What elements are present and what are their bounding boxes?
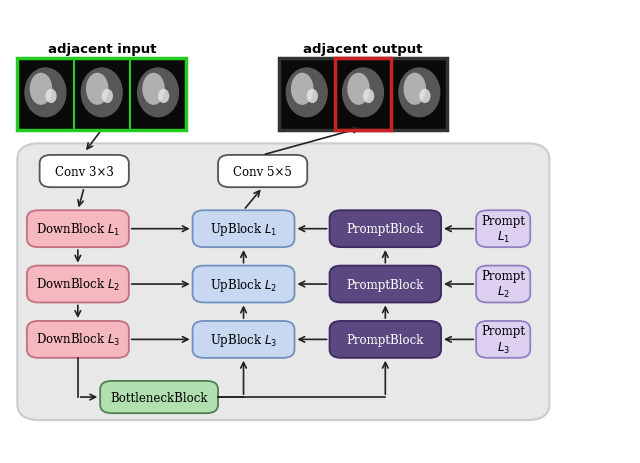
FancyBboxPatch shape: [476, 266, 531, 303]
Ellipse shape: [348, 74, 370, 106]
Bar: [391, 59, 447, 130]
Bar: [278, 59, 447, 130]
Ellipse shape: [29, 74, 52, 106]
Bar: [278, 59, 335, 130]
FancyBboxPatch shape: [330, 321, 441, 358]
Bar: [335, 59, 391, 130]
Text: PromptBlock: PromptBlock: [347, 278, 424, 291]
Text: Conv 5×5: Conv 5×5: [233, 165, 292, 178]
Text: adjacent output: adjacent output: [303, 43, 423, 56]
FancyBboxPatch shape: [100, 381, 218, 413]
FancyBboxPatch shape: [27, 321, 129, 358]
Text: BottleneckBlock: BottleneckBlock: [110, 391, 208, 404]
Text: UpBlock $L_2$: UpBlock $L_2$: [210, 276, 277, 293]
Text: DownBlock $L_3$: DownBlock $L_3$: [36, 332, 120, 348]
Text: adjacent input: adjacent input: [47, 43, 156, 56]
FancyBboxPatch shape: [17, 144, 549, 420]
Ellipse shape: [363, 89, 374, 104]
FancyBboxPatch shape: [330, 266, 441, 303]
FancyBboxPatch shape: [193, 321, 294, 358]
Text: UpBlock $L_1$: UpBlock $L_1$: [210, 221, 277, 238]
Ellipse shape: [404, 74, 426, 106]
FancyBboxPatch shape: [40, 156, 129, 188]
Ellipse shape: [158, 89, 170, 104]
Text: Prompt
$L_2$: Prompt $L_2$: [481, 269, 525, 300]
Ellipse shape: [142, 74, 164, 106]
FancyBboxPatch shape: [27, 211, 129, 248]
Text: DownBlock $L_1$: DownBlock $L_1$: [36, 221, 120, 237]
Ellipse shape: [285, 68, 328, 118]
Text: PromptBlock: PromptBlock: [347, 223, 424, 236]
Bar: [278, 59, 447, 130]
FancyBboxPatch shape: [476, 211, 531, 248]
Text: Prompt
$L_1$: Prompt $L_1$: [481, 214, 525, 244]
Bar: [74, 59, 130, 130]
Text: PromptBlock: PromptBlock: [347, 333, 424, 346]
Ellipse shape: [307, 89, 318, 104]
Ellipse shape: [398, 68, 440, 118]
Bar: [17, 59, 186, 130]
Ellipse shape: [102, 89, 113, 104]
FancyBboxPatch shape: [193, 266, 294, 303]
Text: Conv 3×3: Conv 3×3: [55, 165, 114, 178]
Ellipse shape: [81, 68, 123, 118]
Ellipse shape: [291, 74, 314, 106]
FancyBboxPatch shape: [330, 211, 441, 248]
FancyBboxPatch shape: [193, 211, 294, 248]
Bar: [17, 59, 74, 130]
Ellipse shape: [24, 68, 67, 118]
Ellipse shape: [342, 68, 384, 118]
Ellipse shape: [137, 68, 179, 118]
Ellipse shape: [419, 89, 431, 104]
FancyBboxPatch shape: [218, 156, 307, 188]
Text: DownBlock $L_2$: DownBlock $L_2$: [36, 276, 120, 293]
Text: Prompt
$L_3$: Prompt $L_3$: [481, 325, 525, 355]
Bar: [335, 59, 391, 130]
Ellipse shape: [86, 74, 109, 106]
Bar: [17, 59, 186, 130]
Ellipse shape: [45, 89, 57, 104]
Text: UpBlock $L_3$: UpBlock $L_3$: [210, 331, 277, 348]
Bar: [130, 59, 186, 130]
FancyBboxPatch shape: [27, 266, 129, 303]
FancyBboxPatch shape: [476, 321, 531, 358]
